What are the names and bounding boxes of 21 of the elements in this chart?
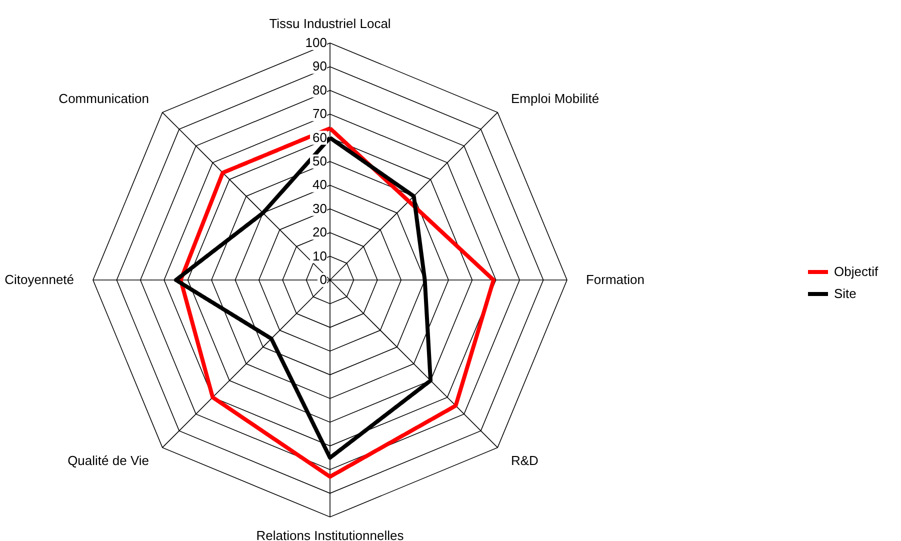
spoke-label: Citoyenneté [4, 272, 74, 287]
y-tick-label: 90 [312, 58, 327, 74]
y-tick-label: 60 [312, 130, 327, 145]
spoke-label: Formation [586, 272, 644, 287]
y-tick-label: 20 [312, 224, 327, 240]
spoke-label: Qualité de Vie [68, 452, 150, 468]
spoke-label: Communication [58, 91, 150, 106]
y-tick-label: 0 [320, 272, 327, 287]
spoke-label: Relations Institutionnelles [256, 528, 404, 541]
y-tick-label: 80 [312, 82, 327, 98]
spoke-label: Emploi Mobilité [510, 91, 600, 106]
legend-label: Site [834, 286, 856, 301]
y-tick-label: 50 [312, 154, 327, 168]
spoke-label: R&D [510, 452, 538, 468]
legend-label: Objectif [834, 264, 878, 279]
y-tick-label: 10 [312, 248, 327, 264]
spoke-label: Tissu Industriel Local [269, 16, 391, 32]
y-tick-label: 40 [312, 177, 327, 192]
y-tick-label: 100 [305, 35, 327, 50]
y-tick-label: 70 [312, 106, 327, 122]
y-tick-label: 30 [312, 200, 327, 216]
